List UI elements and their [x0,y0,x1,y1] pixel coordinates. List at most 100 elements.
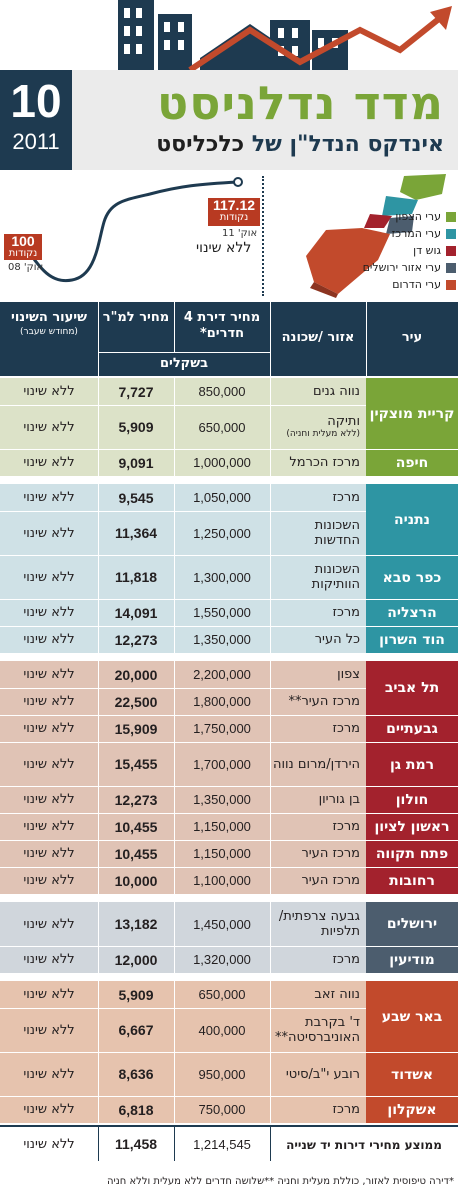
neighborhood-cell: רובע י"ב/סיטי [270,1052,364,1096]
price-sqm-cell: 9,091 [118,454,154,471]
neighborhood-text: מרכז [332,490,360,505]
neighborhood-text: מרכז [332,1102,360,1117]
city-cell: גבעתיים [366,715,458,742]
price-sqm-cell: 9,545 [118,489,154,506]
city-cell: ראשון לציון [366,813,458,840]
index-end-point [233,177,243,187]
row-separator [0,1096,366,1097]
neighborhood-text: מרכז [332,721,360,736]
neighborhood-cell: נווה גנים [270,378,364,405]
city-cell: חיפה [366,449,458,476]
header-change-label: שיעור השינוי [11,310,87,325]
neighborhood-text: מרכז [332,952,360,967]
price-sqm-cell: 22,500 [114,693,158,710]
price-sqm-cell: 14,091 [114,604,158,621]
header-city: עיר [401,330,423,345]
change-cell: ללא שינוי [23,1066,75,1082]
neighborhood-cell: מרכז הכרמל [270,449,364,476]
legend-swatch [446,262,456,273]
price-sqm-cell: 12,000 [114,951,158,968]
neighborhood-text: נווה זאב [314,987,360,1002]
issue-badge: 10 2011 [0,70,72,170]
city-cell: חולון [366,786,458,813]
neighborhood-name: רובע י"ב/סיטי [285,1066,360,1082]
header-currency: בשקלים [98,352,270,374]
city-cell: ירושלים [366,902,458,946]
change-cell: ללא שינוי [23,525,75,541]
average-price: 1,214,545 [193,1136,251,1152]
row-separator [0,555,366,556]
price-sqm-cell: 12,273 [114,791,158,808]
change-cell: ללא שינוי [23,605,75,620]
legend-label: ערי המרכז [391,227,441,240]
neighborhood-text: ד' בקרבת האוניברסיטה** [270,1015,360,1045]
row-separator [0,1052,366,1053]
price-cell: 1,700,000 [193,756,251,772]
change-cell: ללא שינוי [23,792,75,807]
price-cell: 1,450,000 [193,916,251,932]
average-label: ממוצע מחירי דירות יד שנייה [286,1138,442,1152]
skyline-illustration [118,0,452,82]
header-change: שיעור השינוי (מחודש שעבר) [0,310,98,339]
price-cell: 650,000 [198,987,246,1002]
legend-label: גוש דן [413,244,441,257]
neighborhood-name: מרכז העיר [301,873,360,888]
city-cell: הוד השרון [366,626,458,653]
neighborhood-name: נווה זאב [314,987,360,1002]
page-subtitle: אינדקס הנדל"ן של כלכליסט [156,132,444,157]
neighborhood-cell: מרכז [270,484,364,511]
row-separator [0,511,366,512]
row-separator [0,715,366,716]
row-separator [0,813,366,814]
row-separator [0,599,366,600]
legend-swatch [446,211,456,222]
legend-swatch [446,228,456,239]
neighborhood-cell: נווה זאב [270,981,364,1008]
legend-label: ערי הדרום [392,278,441,291]
price-cell: 1,350,000 [193,792,251,807]
change-cell: ללא שינוי [23,819,75,834]
neighborhood-text: בן גוריון [319,792,360,807]
price-sqm-cell: 15,909 [114,720,158,737]
change-cell: ללא שינוי [23,667,75,682]
price-cell: 1,250,000 [193,525,251,541]
neighborhood-cell: בן גוריון [270,786,364,813]
neighborhood-text: ותיקה (ללא מעלית וחניה) [286,414,360,440]
neighborhood-name: הירדן/מרום נווה [272,756,360,772]
legend-item: ערי הדרום [338,276,456,293]
map-region-gush-dan [364,214,392,228]
neighborhood-name: מרכז [332,490,360,505]
change-cell: ללא שינוי [23,569,75,585]
row-separator [0,742,366,743]
issue-number: 10 [10,75,62,127]
page-header: 10 2011 מדד נדלניסט אינדקס הנדל"ן של כלכ… [0,0,458,172]
city-cell: אשדוד [366,1052,458,1096]
price-cell: 1,350,000 [193,632,251,647]
average-row: ללא שינוי 11,458 1,214,545 ממוצע מחירי דירו… [0,1125,458,1161]
neighborhood-cell: צפון [270,661,364,688]
index-change-label: ללא שינוי [196,240,252,256]
change-cell: ללא שינוי [23,987,75,1002]
change-cell: ללא שינוי [23,455,75,470]
price-cell: 1,150,000 [193,819,251,834]
average-change: ללא שינוי [23,1136,75,1152]
price-cell: 1,320,000 [193,952,251,967]
city-cell: פתח תקווה [366,840,458,867]
price-sqm-cell: 6,667 [118,1022,154,1038]
neighborhood-cell: מרכז [270,1096,364,1123]
change-cell: ללא שינוי [23,632,75,647]
price-sqm-cell: 20,000 [114,666,158,683]
price-cell: 2,200,000 [193,667,251,682]
end-date: אוק' 11 [222,228,258,239]
neighborhood-text: מרכז הכרמל [289,455,360,470]
map-region-center [382,196,418,216]
row-separator [0,786,366,787]
map-legend: ערי הצפון ערי המרכז גוש דן ערי אזור ירושלים… [338,208,456,293]
legend-item: ערי הצפון [338,208,456,225]
neighborhood-cell: גבעה צרפתית/ תלפיות [270,902,364,946]
graph-divider [262,176,264,296]
row-separator [0,1008,366,1009]
neighborhood-cell: ד' בקרבת האוניברסיטה** [270,1008,364,1052]
header-price: מחיר דירת 4 חדרים* [183,310,261,341]
table-row: ללא שינוי 6,667 400,000 ד' בקרבת האוניברסיט… [0,1008,458,1052]
